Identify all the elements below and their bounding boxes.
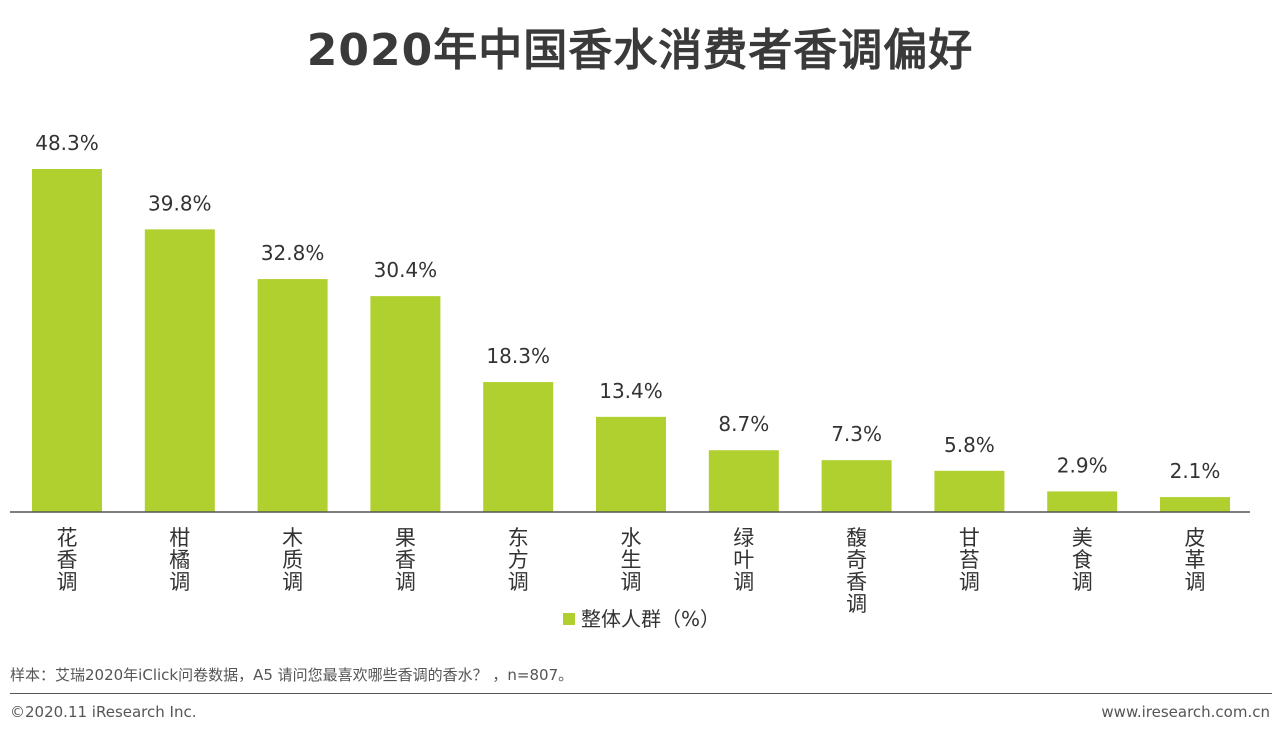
data-label: 13.4% [599, 379, 663, 403]
bars-group [32, 169, 1230, 513]
legend-label: 整体人群（%） [581, 607, 720, 631]
data-label: 8.7% [718, 412, 769, 436]
bar [370, 296, 441, 512]
bar [144, 229, 215, 513]
site-url: www.iresearch.com.cn [1101, 703, 1270, 721]
legend: 整体人群（%） [563, 607, 720, 631]
data-label: 2.9% [1057, 453, 1108, 477]
bar [32, 169, 102, 512]
bar [257, 279, 328, 512]
bar [1160, 497, 1230, 512]
legend-swatch [563, 613, 575, 625]
category-label: 花香调 [57, 526, 78, 594]
value-labels-group: 48.3% 39.8% 32.8% 30.4% 18.3% 13.4% 8.7% 7.3% 5.… [35, 131, 1220, 483]
category-label: 绿叶调 [733, 526, 754, 594]
footer-divider [10, 693, 1272, 694]
category-label: 木质调 [282, 526, 303, 594]
chart-title: 2020年中国香水消费者香调偏好 [306, 25, 974, 76]
data-label: 18.3% [486, 344, 550, 368]
bar [708, 450, 779, 512]
category-label: 皮革调 [1185, 526, 1206, 594]
data-label: 32.8% [261, 241, 325, 265]
copyright-text: ©2020.11 iResearch Inc. [10, 703, 197, 721]
category-label: 柑橘调 [169, 526, 190, 594]
bar [596, 416, 666, 512]
data-label: 2.1% [1170, 459, 1221, 483]
bar [483, 382, 554, 512]
data-label: 5.8% [944, 433, 995, 457]
bar [1047, 491, 1118, 512]
data-label: 7.3% [831, 422, 882, 446]
bar [934, 470, 1005, 512]
category-label: 水生调 [621, 526, 642, 594]
data-label: 39.8% [148, 191, 212, 215]
bar [821, 460, 892, 512]
data-label: 30.4% [374, 258, 438, 282]
category-label: 甘苔调 [959, 526, 980, 594]
category-label: 东方调 [508, 526, 529, 594]
category-label: 果香调 [395, 526, 416, 594]
category-label: 馥奇香调 [846, 526, 867, 616]
source-note: 样本：艾瑞2020年iClick问卷数据，A5 请问您最喜欢哪些香调的香水？ ，… [10, 666, 574, 684]
data-label: 48.3% [35, 131, 99, 155]
category-label: 美食调 [1072, 526, 1093, 594]
category-labels-group: 花香调 柑橘调 木质调 果香调 东方调 水生调 绿叶调 馥奇香调 甘苔调 美食调 皮革调 [57, 526, 1206, 616]
